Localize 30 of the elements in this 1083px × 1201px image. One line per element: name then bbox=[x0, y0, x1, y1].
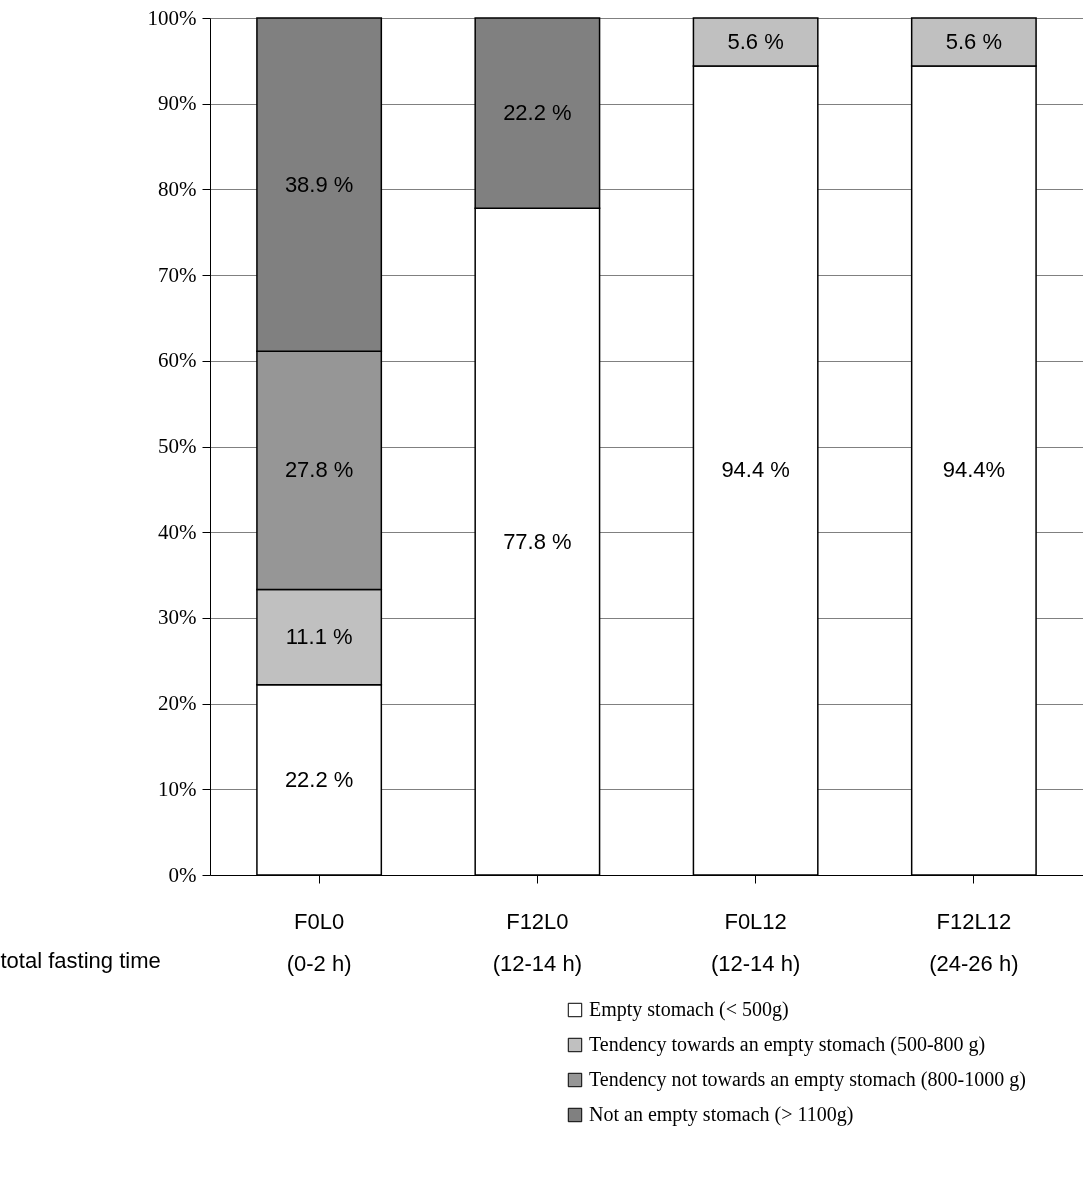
data-label: 22.2 % bbox=[503, 100, 572, 126]
data-label: 94.4% bbox=[942, 457, 1006, 483]
y-tick-label: 70% bbox=[158, 262, 197, 287]
x-axis-title: total fasting time bbox=[0, 947, 161, 973]
data-label: 22.2 % bbox=[284, 766, 354, 792]
x-tick-label: F12L0 (12-14 h) bbox=[492, 908, 583, 976]
data-label: 5.6 % bbox=[727, 29, 784, 54]
legend-label: Not an empty stomach (> 1100g) bbox=[589, 1103, 854, 1126]
data-label: 27.8 % bbox=[284, 457, 354, 483]
y-tick-label: 80% bbox=[158, 176, 197, 201]
data-label: 38.9 % bbox=[284, 171, 354, 197]
data-label: 5.6 % bbox=[945, 29, 1003, 54]
y-tick-label: 10% bbox=[158, 776, 197, 801]
data-label: 94.4 % bbox=[721, 457, 790, 483]
x-tick-label: F12L12 (24-26 h) bbox=[929, 908, 1019, 976]
y-tick-label: 40% bbox=[158, 519, 197, 544]
y-tick-label: 0% bbox=[168, 862, 197, 887]
y-tick-label: 90% bbox=[158, 91, 197, 116]
y-tick-label: 50% bbox=[158, 434, 197, 458]
y-tick-label: 20% bbox=[158, 691, 197, 716]
data-label: 77.8 % bbox=[503, 528, 572, 554]
data-label: 11.1 % bbox=[285, 624, 353, 650]
x-tick-label: F0L12 (12-14 h) bbox=[710, 908, 801, 976]
legend-label: Tendency not towards an empty stomach (800-1000 g) bbox=[589, 1068, 1026, 1091]
y-tick-label: 100% bbox=[147, 5, 197, 30]
y-tick-label: 60% bbox=[158, 348, 197, 373]
legend-label: Tendency towards an empty stomach (500-800 g) bbox=[589, 1033, 986, 1056]
x-tick-label: F0L0 (0-2 h) bbox=[286, 908, 352, 976]
y-tick-label: 30% bbox=[158, 605, 197, 630]
legend-label: Empty stomach (< 500g) bbox=[589, 998, 789, 1021]
